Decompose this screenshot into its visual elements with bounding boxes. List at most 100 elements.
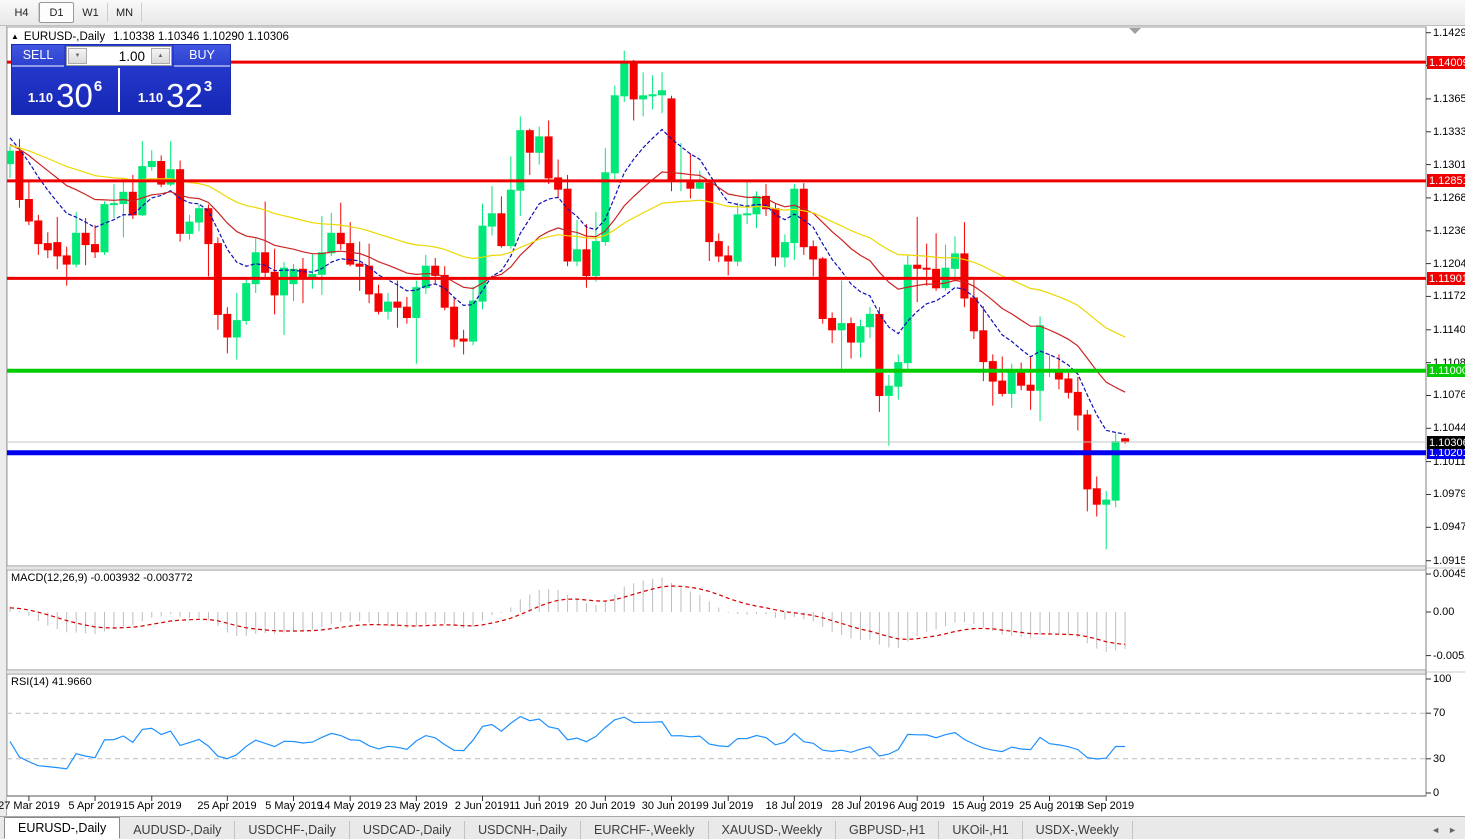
- price-axis-badge-1.14009: 1.14009: [1427, 56, 1465, 69]
- candle-up: [1007, 370, 1016, 394]
- tab-ukoil-h1[interactable]: UKOil-,H1: [939, 821, 1023, 839]
- candle-up: [733, 214, 742, 262]
- volume-input[interactable]: 1.00: [88, 47, 150, 65]
- tab-usdchf-daily[interactable]: USDCHF-,Daily: [235, 821, 350, 839]
- candle-up: [138, 166, 147, 216]
- candle-up: [280, 267, 288, 296]
- chart-shift-marker-icon: [1129, 28, 1141, 34]
- candle-down: [440, 274, 449, 308]
- candle-down: [336, 232, 345, 245]
- tab-gbpusd-h1[interactable]: GBPUSD-,H1: [836, 821, 940, 839]
- macd-axis-tick: 0.00: [1433, 606, 1455, 618]
- window-left-border: [0, 25, 7, 816]
- tab-scroll-right-icon[interactable]: ►: [1448, 825, 1457, 835]
- timeframe-button-mn[interactable]: MN: [108, 3, 142, 22]
- candle-up: [610, 95, 619, 174]
- price-axis-tick: 1.10440: [1433, 422, 1465, 434]
- date-axis-label: 11 Jun 2019: [509, 800, 569, 812]
- candle-up: [412, 287, 421, 319]
- candle-up: [166, 169, 175, 185]
- buy-button[interactable]: BUY: [174, 45, 230, 67]
- macd-signal-line: [9, 585, 1126, 646]
- date-axis-label: 14 May 2019: [318, 800, 382, 812]
- price-axis-tick: 1.12045: [1433, 258, 1465, 270]
- candle-up: [384, 301, 392, 312]
- chart-ohlc-readout: 1.10338 1.10346 1.10290 1.10306: [113, 31, 289, 43]
- candle-up: [327, 232, 336, 254]
- timeframe-button-h4[interactable]: H4: [5, 3, 39, 22]
- candle-up: [601, 172, 610, 242]
- candle-down: [374, 293, 383, 312]
- timeframe-button-w1[interactable]: W1: [74, 3, 108, 22]
- date-axis-label: 2 Jun 2019: [454, 800, 510, 812]
- candle-down: [1073, 391, 1082, 416]
- candle-up: [119, 191, 128, 205]
- sell-price-prefix: 1.10: [27, 90, 54, 105]
- price-axis-badge-1.10306: 1.10306: [1427, 436, 1465, 449]
- candle-down: [629, 63, 638, 100]
- tab-nav: ◄ ►: [1431, 825, 1465, 839]
- sell-button[interactable]: SELL: [12, 45, 64, 67]
- candle-up: [251, 252, 260, 285]
- macd-axis-tick: -0.005205: [1433, 650, 1465, 662]
- candle-up: [648, 94, 657, 97]
- price-axis-tick: 1.12685: [1433, 192, 1465, 204]
- candle-up: [289, 268, 298, 285]
- sell-price-pip: 6: [93, 78, 103, 95]
- candle-down: [176, 169, 185, 234]
- price-axis-tick: 1.12365: [1433, 225, 1465, 237]
- candle-up: [865, 313, 874, 328]
- chart-title: EURUSD-,Daily: [23, 31, 106, 43]
- tab-usdcad-daily[interactable]: USDCAD-,Daily: [350, 821, 466, 839]
- candle-down: [922, 267, 931, 270]
- date-axis-label: 23 May 2019: [384, 800, 448, 812]
- candle-up: [1036, 325, 1044, 391]
- candle-up: [1102, 499, 1111, 505]
- date-axis-label: 9 Jul 2019: [702, 800, 754, 812]
- candle-up: [903, 264, 912, 364]
- candle-up: [506, 189, 515, 247]
- one-click-trade-panel: SELL ▼ 1.00 ▲ BUY 1.10 30 6 1.10 32 3: [12, 45, 230, 114]
- date-axis-label: 5 May 2019: [265, 800, 323, 812]
- candle-up: [185, 221, 194, 234]
- tab-usdx-weekly[interactable]: USDX-,Weekly: [1023, 821, 1133, 839]
- tab-scroll-left-icon[interactable]: ◄: [1431, 825, 1441, 835]
- candle-down: [724, 255, 733, 262]
- rsi-value: 41.9660: [51, 676, 92, 688]
- tab-audusd-daily[interactable]: AUDUSD-,Daily: [120, 821, 236, 839]
- candle-up: [894, 362, 903, 387]
- tab-eurusd-daily[interactable]: EURUSD-,Daily: [4, 817, 121, 839]
- volume-increase-icon[interactable]: ▲: [151, 48, 170, 64]
- candle-down: [393, 301, 402, 308]
- volume-group: ▼ 1.00 ▲: [66, 46, 172, 66]
- price-axis-badge-1.10201: 1.10201: [1427, 446, 1465, 459]
- candle-down: [705, 182, 714, 243]
- candle-down: [261, 252, 270, 273]
- tab-eurchf-weekly[interactable]: EURCHF-,Weekly: [581, 821, 709, 839]
- candle-down: [365, 265, 374, 295]
- candle-down: [875, 313, 884, 396]
- rsi-axis-tick: 30: [1433, 753, 1446, 765]
- candle-up: [100, 204, 109, 253]
- date-axis-label: 27 Mar 2019: [0, 800, 60, 812]
- buy-price-display[interactable]: 1.10 32 3: [122, 68, 228, 112]
- candle-down: [204, 208, 213, 245]
- date-axis-label: 18 Jul 2019: [765, 800, 823, 812]
- tab-xauusd-weekly[interactable]: XAUUSD-,Weekly: [709, 821, 836, 839]
- tab-usdcnh-daily[interactable]: USDCNH-,Daily: [465, 821, 582, 839]
- candle-up: [780, 242, 789, 258]
- candle-down: [969, 297, 978, 332]
- candle-down: [762, 195, 770, 210]
- candle-up: [6, 150, 14, 165]
- candle-up: [884, 385, 893, 396]
- candle-up: [195, 208, 203, 223]
- price-axis-tick: 1.13010: [1433, 159, 1465, 171]
- timeframe-button-d1[interactable]: D1: [39, 2, 74, 23]
- rsi-axis-tick: 70: [1433, 707, 1446, 719]
- sell-price-display[interactable]: 1.10 30 6: [12, 68, 120, 112]
- volume-decrease-icon[interactable]: ▼: [68, 48, 87, 64]
- collapse-triangle-icon[interactable]: ▲: [11, 32, 19, 41]
- candle-down: [431, 265, 440, 276]
- price-axis-badge-1.11000: 1.11000: [1427, 364, 1465, 377]
